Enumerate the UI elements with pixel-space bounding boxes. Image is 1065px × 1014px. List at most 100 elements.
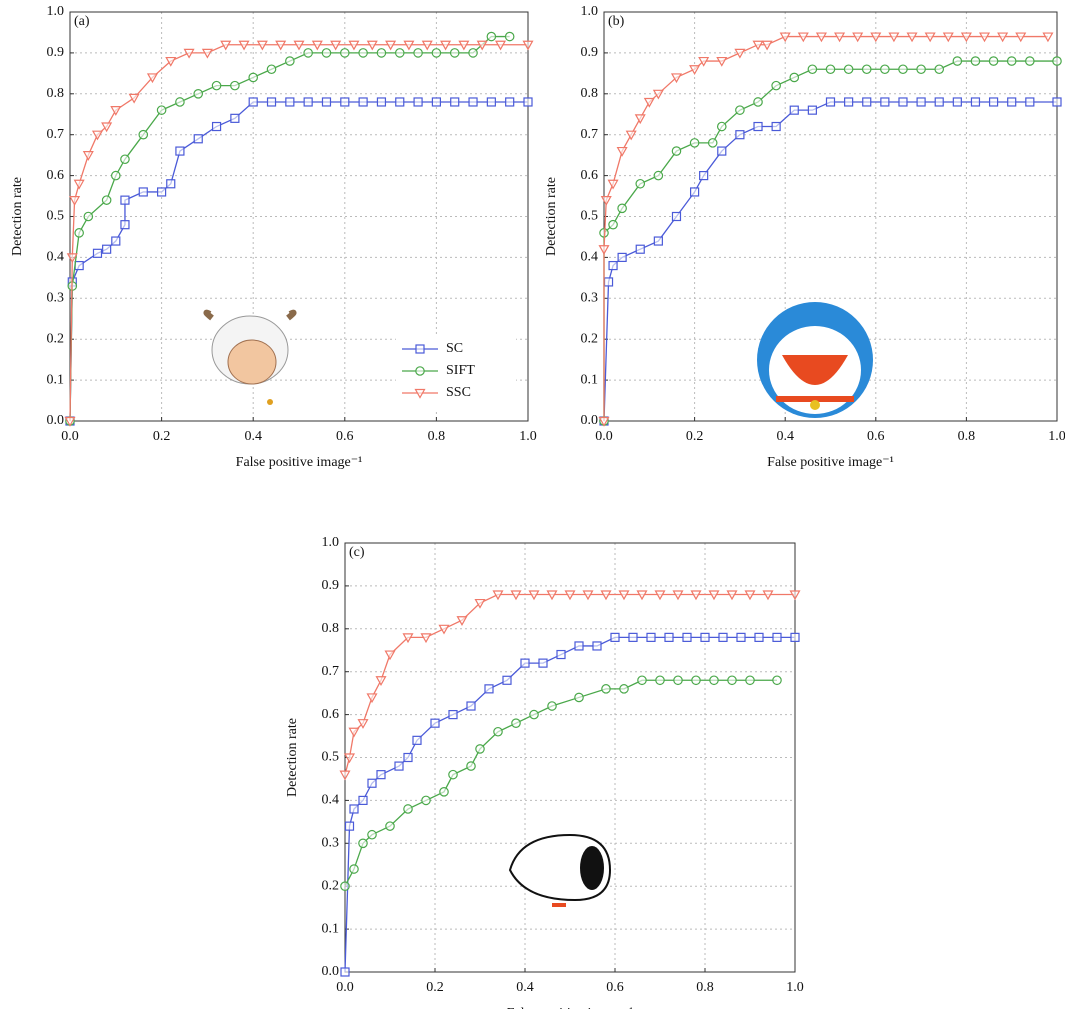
y-tick-label: 0.2: [47, 331, 65, 346]
marker: [797, 32, 809, 43]
y-tick-label: 0.3: [581, 291, 599, 306]
y-tick-label: 0.4: [322, 793, 340, 808]
marker: [664, 632, 674, 642]
x-tick-label: 0.2: [686, 429, 704, 444]
marker: [156, 105, 167, 115]
y-tick-label: 0.5: [581, 209, 599, 224]
marker: [745, 675, 755, 686]
x-tick-label: 0.2: [426, 980, 444, 995]
marker: [120, 220, 130, 230]
y-tick-label: 1.0: [581, 4, 599, 19]
marker: [1006, 56, 1017, 66]
marker: [582, 590, 594, 601]
marker: [735, 105, 745, 115]
marker: [266, 64, 277, 75]
marker: [220, 40, 232, 51]
marker: [340, 967, 350, 977]
y-tick-label: 0.2: [581, 331, 599, 346]
marker: [718, 632, 728, 642]
marker: [101, 122, 113, 133]
marker: [285, 56, 295, 66]
marker: [193, 134, 203, 144]
marker: [672, 590, 684, 601]
marker: [654, 590, 666, 601]
marker: [789, 590, 801, 601]
y-axis-label: Detection rate: [10, 177, 25, 256]
marker: [709, 675, 719, 686]
marker: [458, 40, 470, 51]
marker: [492, 590, 504, 601]
marker: [708, 590, 720, 601]
y-tick-label: 0.5: [322, 750, 340, 765]
marker: [321, 48, 332, 58]
marker: [752, 40, 764, 51]
marker: [403, 804, 413, 814]
marker: [111, 170, 121, 181]
marker: [529, 709, 539, 720]
marker: [102, 244, 112, 254]
marker: [339, 48, 350, 58]
marker: [475, 744, 485, 754]
marker: [916, 97, 926, 107]
marker: [248, 72, 258, 83]
marker: [601, 684, 611, 694]
marker: [138, 129, 149, 140]
marker: [438, 624, 450, 635]
marker: [101, 195, 112, 205]
marker: [293, 40, 305, 51]
y-tick-label: 0.7: [581, 127, 599, 142]
marker: [807, 64, 818, 75]
marker: [349, 804, 359, 814]
marker: [448, 709, 458, 720]
marker: [789, 72, 800, 83]
marker: [420, 633, 432, 644]
marker: [607, 179, 619, 190]
marker: [852, 32, 864, 43]
marker: [934, 97, 944, 107]
marker: [1042, 32, 1054, 43]
marker: [689, 138, 700, 148]
marker: [69, 196, 81, 206]
marker: [689, 65, 701, 75]
marker: [970, 56, 981, 66]
marker: [916, 64, 926, 75]
x-tick-label: 0.0: [61, 429, 79, 444]
y-tick-label: 0.8: [581, 86, 599, 101]
marker: [772, 675, 782, 686]
marker: [834, 32, 846, 43]
marker: [753, 121, 763, 132]
marker: [349, 864, 359, 874]
marker: [762, 590, 774, 601]
marker: [92, 248, 103, 258]
y-tick-label: 0.7: [47, 127, 65, 142]
marker: [466, 701, 476, 711]
marker: [564, 590, 576, 601]
panel-label: (c): [349, 545, 365, 560]
plot-frame: [69, 11, 529, 422]
marker: [574, 692, 584, 703]
marker: [440, 40, 452, 51]
marker: [376, 97, 387, 107]
y-tick-label: 0.1: [581, 372, 599, 387]
marker: [128, 93, 140, 104]
y-tick-label: 0.7: [322, 664, 340, 679]
marker: [988, 97, 999, 107]
marker: [505, 97, 515, 107]
marker: [138, 187, 148, 197]
marker: [303, 97, 313, 107]
x-axis-label: False positive image⁻¹: [767, 455, 894, 470]
y-tick-label: 0.5: [47, 209, 65, 224]
marker: [412, 735, 422, 745]
marker: [358, 795, 368, 806]
marker: [861, 64, 872, 75]
marker: [880, 64, 890, 75]
marker: [266, 97, 277, 107]
marker: [734, 48, 746, 59]
legend-label: SC: [446, 341, 463, 356]
marker: [339, 770, 351, 781]
series-line: [69, 35, 510, 422]
marker: [771, 80, 781, 91]
marker: [707, 138, 718, 148]
marker: [431, 48, 442, 58]
marker: [375, 676, 387, 687]
